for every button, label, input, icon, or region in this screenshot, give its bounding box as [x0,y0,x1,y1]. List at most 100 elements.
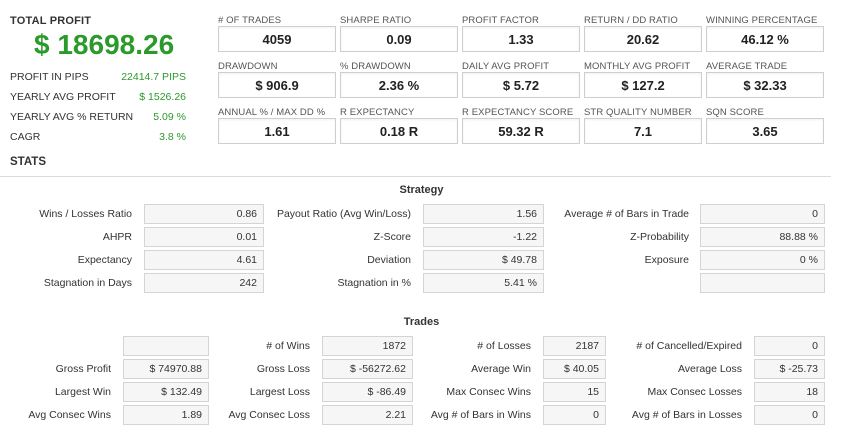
trades-value: $ -25.73 [754,359,825,379]
trades-label: Avg Consec Loss [228,409,310,421]
metric-label-winning-pct: WINNING PERCENTAGE [706,15,818,26]
summary-row: YEARLY AVG % RETURN 5.09 % [10,111,186,123]
trades-value: 15 [543,382,606,402]
strategy-value: 4.61 [144,250,264,270]
metric-label-sharpe: SHARPE RATIO [340,15,412,26]
metric-value-sqn-score: 3.65 [706,118,824,144]
trades-label: Gross Profit [55,363,111,375]
metric-label-r-expectancy-score: R EXPECTANCY SCORE [462,107,574,118]
trades-value: 18 [754,382,825,402]
metric-label-str-quality: STR QUALITY NUMBER [584,107,692,118]
metric-label-annual-maxdd: ANNUAL % / MAX DD % [218,107,326,118]
strategy-title: Strategy [399,184,444,196]
summary-label: CAGR [10,131,41,143]
metric-value-return-dd: 20.62 [584,26,702,52]
total-profit-value: $ 18698.26 [34,29,175,60]
trades-value-empty [123,336,209,356]
summary-row: PROFIT IN PIPS 22414.7 PIPS [10,71,186,83]
metric-value-monthly-avg: $ 127.2 [584,72,702,98]
summary-row: CAGR 3.8 % [10,131,186,143]
summary-value: 22414.7 PIPS [121,71,186,83]
trades-label: Largest Win [54,386,111,398]
trades-value: 2.21 [322,405,413,425]
metric-label-sqn-score: SQN SCORE [706,107,764,118]
metric-value-profit-factor: 1.33 [462,26,580,52]
strategy-label: Payout Ratio (Avg Win/Loss) [276,208,411,220]
metric-value-trades: 4059 [218,26,336,52]
trades-label: Largest Loss [249,386,310,398]
summary-row: YEARLY AVG PROFIT $ 1526.26 [10,91,186,103]
strategy-value-empty [700,273,825,293]
strategy-value: 1.56 [423,204,544,224]
trades-value: $ 74970.88 [123,359,209,379]
strategy-label: Average # of Bars in Trade [564,208,689,220]
metric-value-r-expectancy: 0.18 R [340,118,458,144]
stats-divider [0,176,831,177]
strategy-label: Z-Probability [630,231,689,243]
trades-label: Average Win [471,363,531,375]
trades-label: Avg Consec Wins [28,409,111,421]
trades-label: # of Losses [477,340,531,352]
metric-value-winning-pct: 46.12 % [706,26,824,52]
trades-value: 1872 [322,336,413,356]
strategy-label: Stagnation in Days [43,277,132,289]
total-profit-label: TOTAL PROFIT [10,15,92,27]
trades-value: 2187 [543,336,606,356]
strategy-value: -1.22 [423,227,544,247]
summary-label: YEARLY AVG PROFIT [10,91,116,103]
summary-value: 5.09 % [153,111,186,123]
strategy-label: Exposure [644,254,689,266]
strategy-label: Wins / Losses Ratio [39,208,132,220]
trades-value: 0 [754,336,825,356]
trades-label: Avg # of Bars in Wins [430,409,531,421]
strategy-label: Stagnation in % [337,277,411,289]
trades-value: $ 132.49 [123,382,209,402]
metric-label-pct-drawdown: % DRAWDOWN [340,61,411,72]
metric-value-r-expectancy-score: 59.32 R [462,118,580,144]
trades-title: Trades [403,316,440,328]
strategy-value: 0.01 [144,227,264,247]
trades-value: $ -86.49 [322,382,413,402]
trades-label: Gross Loss [256,363,310,375]
trades-label: Max Consec Wins [446,386,531,398]
summary-value: $ 1526.26 [139,91,186,103]
strategy-value: 0 % [700,250,825,270]
metric-label-daily-avg: DAILY AVG PROFIT [462,61,550,72]
strategy-value: $ 49.78 [423,250,544,270]
summary-label: YEARLY AVG % RETURN [10,111,134,123]
metric-value-annual-maxdd: 1.61 [218,118,336,144]
metric-label-drawdown: DRAWDOWN [218,61,278,72]
trades-value: $ 40.05 [543,359,606,379]
trades-label: Max Consec Losses [647,386,742,398]
metric-value-pct-drawdown: 2.36 % [340,72,458,98]
strategy-value: 242 [144,273,264,293]
metric-label-monthly-avg: MONTHLY AVG PROFIT [584,61,691,72]
trades-label: # of Cancelled/Expired [636,340,742,352]
strategy-value: 0.86 [144,204,264,224]
strategy-value: 88.88 % [700,227,825,247]
metric-label-trades: # OF TRADES [218,15,282,26]
trades-value: $ -56272.62 [322,359,413,379]
metric-value-daily-avg: $ 5.72 [462,72,580,98]
metric-value-drawdown: $ 906.9 [218,72,336,98]
trades-value: 0 [754,405,825,425]
trades-value: 1.89 [123,405,209,425]
metric-value-sharpe: 0.09 [340,26,458,52]
strategy-label: Deviation [367,254,411,266]
strategy-value: 5.41 % [423,273,544,293]
trades-label: Average Loss [677,363,742,375]
metric-value-str-quality: 7.1 [584,118,702,144]
strategy-label: Expectancy [77,254,132,266]
trades-label: Avg # of Bars in Losses [631,409,742,421]
metric-label-return-dd: RETURN / DD RATIO [584,15,678,26]
strategy-label: AHPR [102,231,132,243]
trades-label: # of Wins [266,340,310,352]
trades-value: 0 [543,405,606,425]
strategy-value: 0 [700,204,825,224]
strategy-label: Z-Score [373,231,411,243]
metric-label-r-expectancy: R EXPECTANCY [340,107,415,118]
summary-label: PROFIT IN PIPS [10,71,89,83]
metric-label-profit-factor: PROFIT FACTOR [462,15,539,26]
stats-heading: STATS [10,156,46,168]
metric-value-average-trade: $ 32.33 [706,72,824,98]
